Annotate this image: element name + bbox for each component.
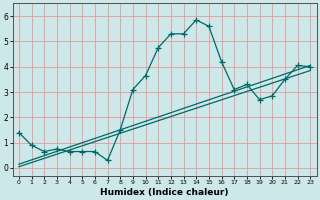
X-axis label: Humidex (Indice chaleur): Humidex (Indice chaleur) (100, 188, 229, 197)
